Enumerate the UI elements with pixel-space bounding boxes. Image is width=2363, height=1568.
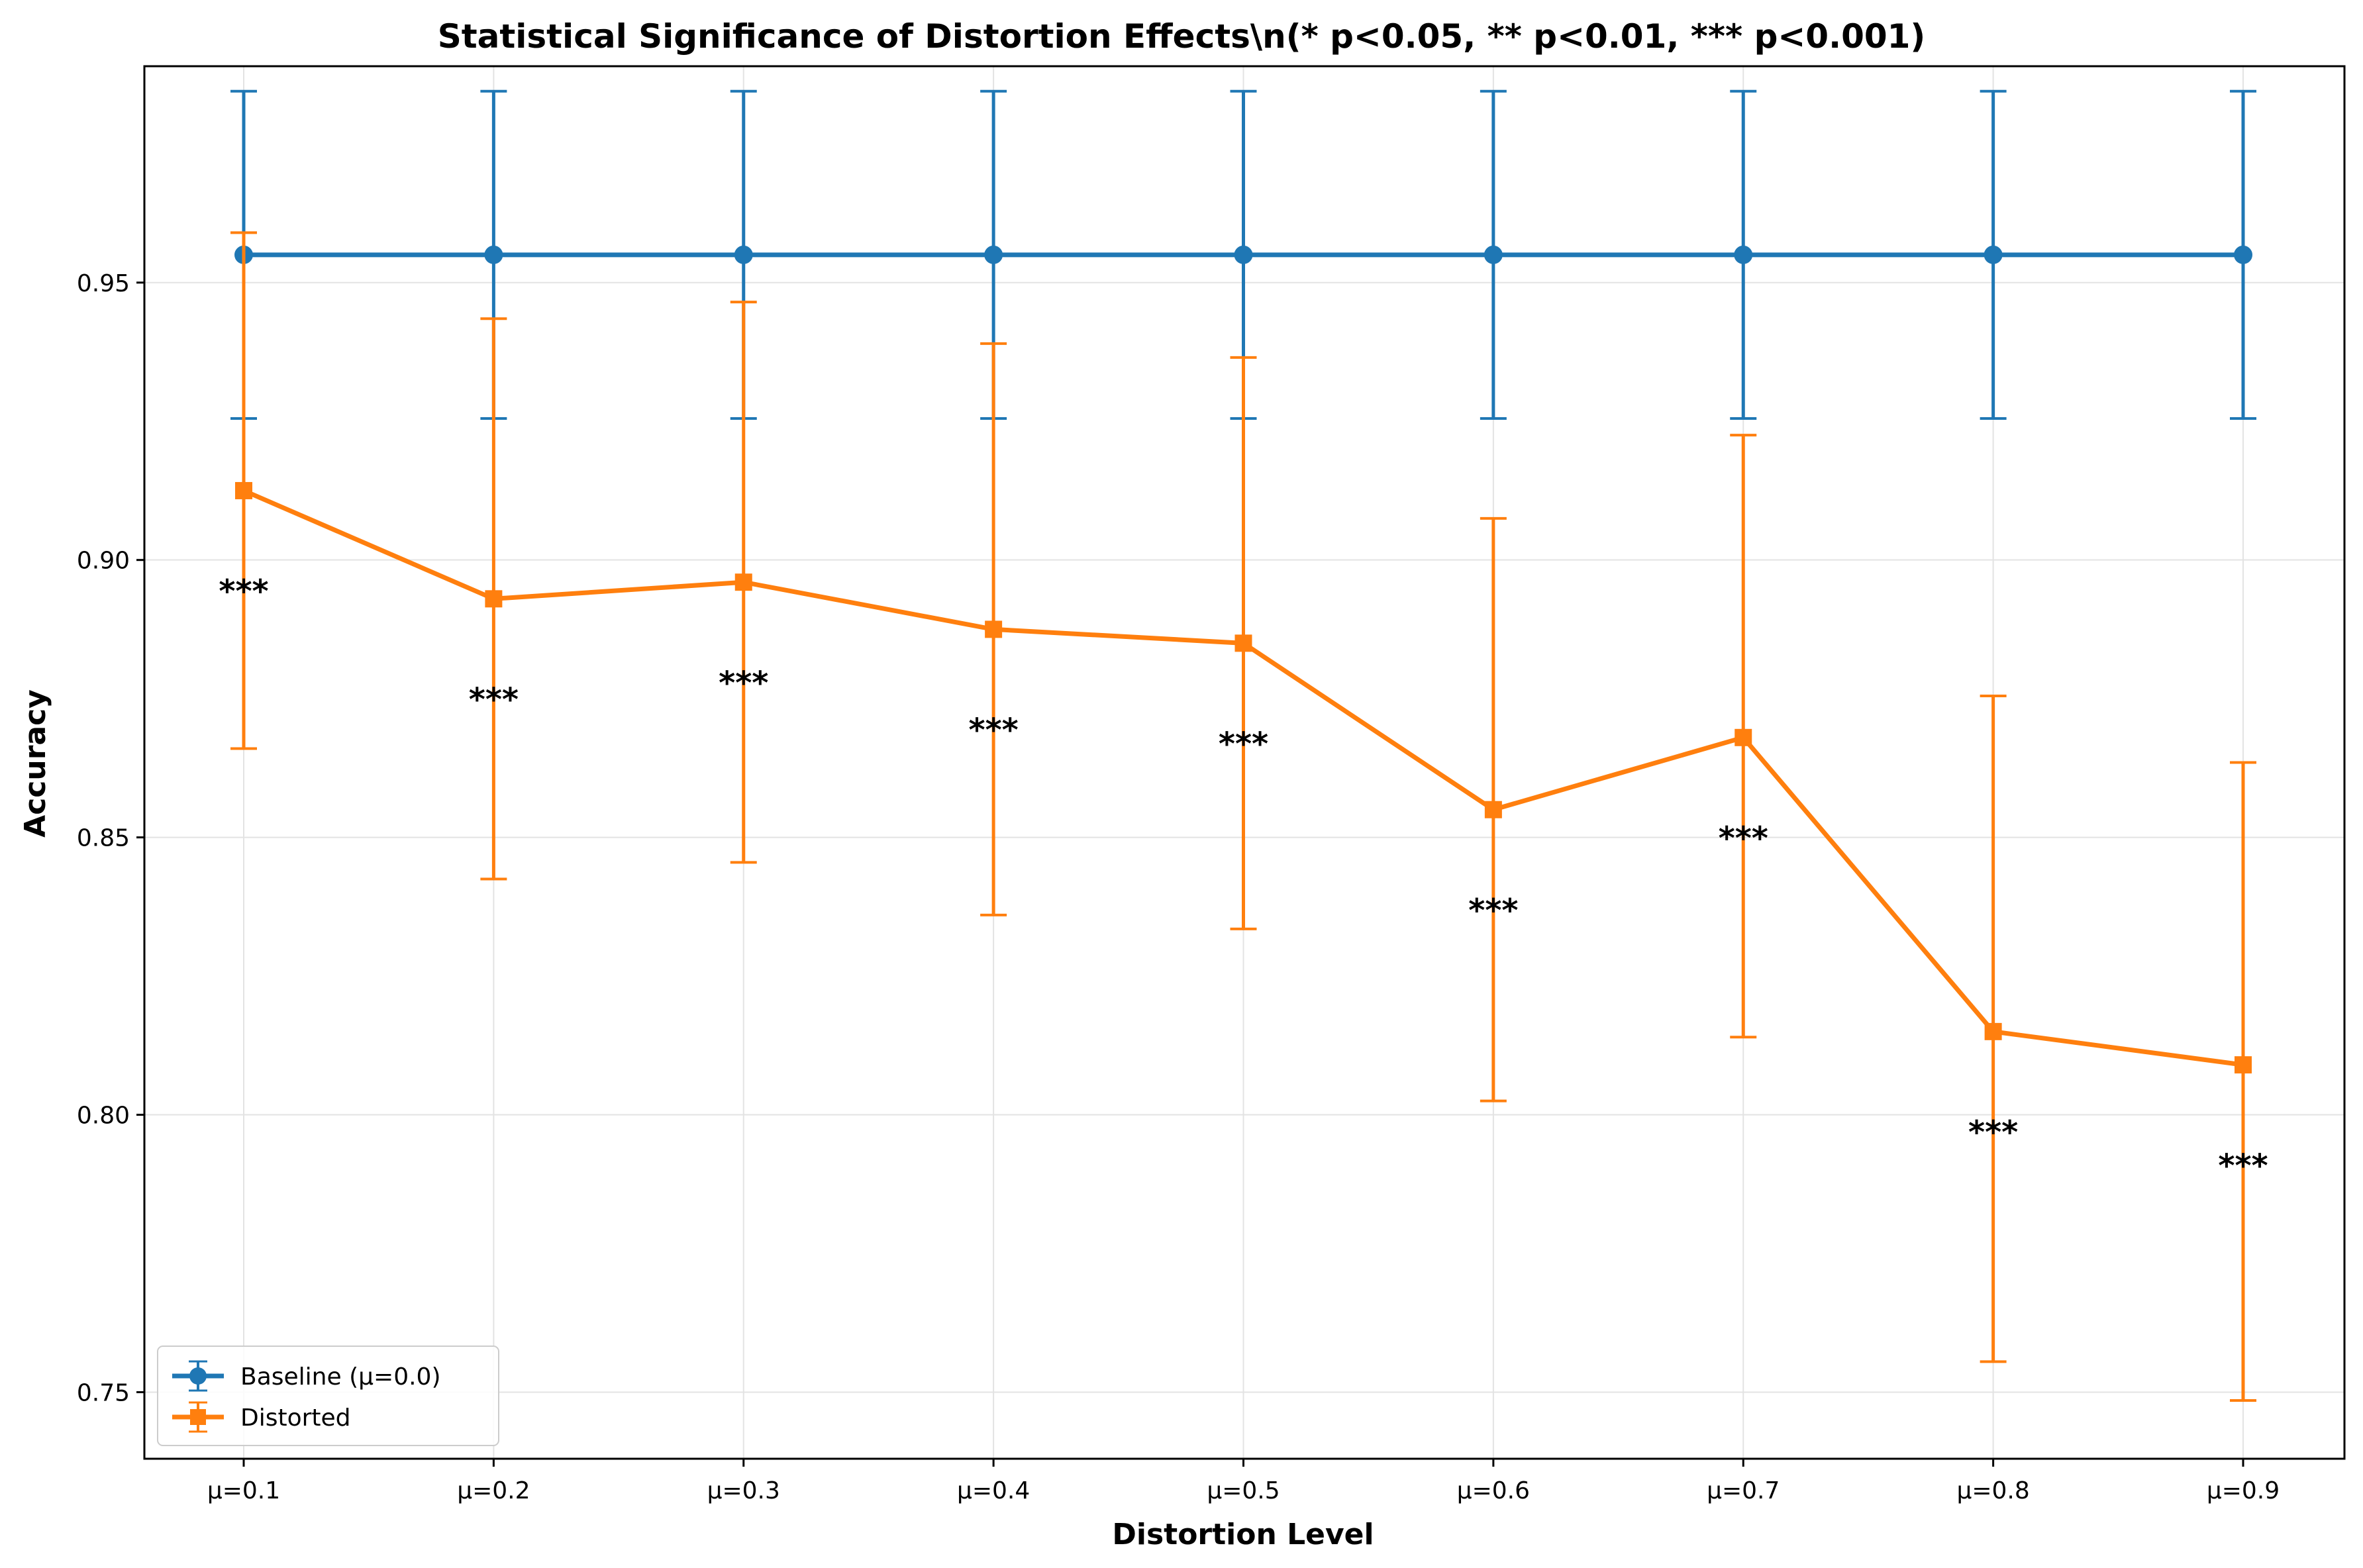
significance-label: ***: [719, 665, 768, 702]
legend-label: Distorted: [240, 1404, 351, 1432]
data-point: [984, 245, 1003, 264]
data-point: [1234, 634, 1252, 652]
legend-marker: [190, 1409, 206, 1425]
data-point: [2235, 1056, 2252, 1074]
legend-box: [157, 1346, 499, 1446]
significance-label: ***: [1468, 892, 1518, 929]
data-point: [1483, 245, 1503, 264]
significance-label: ***: [1968, 1114, 2018, 1151]
x-tick-label: μ=0.5: [1207, 1477, 1280, 1504]
significance-label: ***: [219, 573, 268, 611]
data-point: [2234, 245, 2252, 264]
data-point: [734, 573, 752, 591]
series-baseline: [230, 89, 2256, 420]
series-distorted: [230, 231, 2256, 1402]
x-tick-label: μ=0.2: [457, 1477, 530, 1504]
data-point: [235, 481, 252, 499]
significance-label: ***: [968, 712, 1018, 749]
x-tick-label: μ=0.9: [2207, 1477, 2280, 1504]
y-axis-label: Accuracy: [19, 689, 52, 838]
y-tick-label: 0.85: [77, 825, 130, 852]
data-point: [1984, 1022, 2002, 1040]
data-layer: [230, 89, 2256, 1402]
data-point: [484, 245, 503, 264]
data-point: [1734, 245, 1753, 264]
legend-item: Baseline (μ=0.0): [172, 1360, 440, 1392]
data-point: [1735, 728, 1752, 746]
y-tick-label: 0.75: [77, 1379, 130, 1406]
x-tick-label: μ=0.3: [707, 1477, 780, 1504]
legend-marker: [189, 1367, 207, 1385]
data-point: [485, 590, 503, 608]
annotation-layer: *** *** *** *** *** *** *** *** ***: [219, 573, 2268, 1185]
data-point: [734, 245, 753, 264]
x-axis-label: Distortion Level: [1112, 1518, 1374, 1551]
legend-label: Baseline (μ=0.0): [240, 1363, 440, 1391]
data-point: [985, 620, 1003, 638]
x-tick-label: μ=0.1: [207, 1477, 280, 1504]
data-point: [1234, 245, 1253, 264]
significance-label: ***: [2218, 1148, 2268, 1185]
x-tick-label: μ=0.8: [1956, 1477, 2029, 1504]
x-tick-label: μ=0.7: [1707, 1477, 1780, 1504]
significance-label: ***: [469, 681, 519, 718]
data-point: [1984, 245, 2003, 264]
chart-title: Statistical Significance of Distortion E…: [438, 17, 1926, 56]
y-tick-label: 0.90: [77, 548, 130, 575]
x-tick-label: μ=0.4: [957, 1477, 1030, 1504]
y-tick-label: 0.95: [77, 270, 130, 297]
significance-label: ***: [1219, 726, 1268, 763]
data-point: [1484, 801, 1502, 818]
axis-layer: μ=0.1 μ=0.2 μ=0.3 μ=0.4 μ=0.5 μ=0.6 μ=0.7 μ=0.8…: [77, 65, 2346, 1504]
y-tick-label: 0.80: [77, 1102, 130, 1130]
legend: Baseline (μ=0.0) Distorted: [157, 1346, 499, 1446]
legend-item: Distorted: [172, 1401, 351, 1433]
x-tick-label: μ=0.6: [1457, 1477, 1530, 1504]
significance-label: ***: [1719, 820, 1768, 857]
